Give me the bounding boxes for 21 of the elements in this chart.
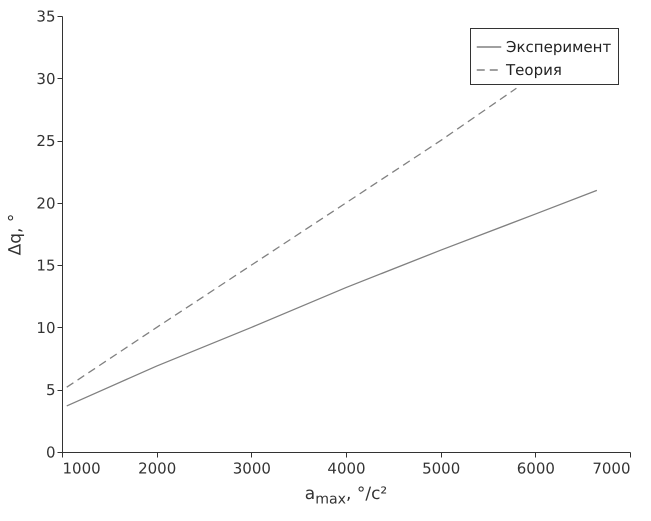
x-axis-title: a$_{max}$, °/c² bbox=[304, 484, 388, 508]
x-tick-label: 5000 bbox=[422, 460, 460, 478]
y-tick-label: 15 bbox=[36, 256, 56, 275]
line-series bbox=[66, 88, 518, 388]
legend-label: Эксперимент bbox=[506, 38, 612, 56]
y-axis-title: Δq, ° bbox=[5, 214, 26, 256]
y-tick-label: 10 bbox=[36, 318, 56, 337]
y-tick-label: 30 bbox=[36, 70, 56, 88]
line-series bbox=[66, 190, 598, 407]
x-tick-label: 3000 bbox=[232, 460, 271, 478]
x-tick-label: 4000 bbox=[327, 460, 366, 478]
x-tick-label: 6000 bbox=[516, 460, 555, 478]
x-tick-label: 1000 bbox=[62, 460, 101, 478]
y-tick-label: 20 bbox=[36, 194, 56, 212]
y-tick-label: 35 bbox=[36, 8, 56, 26]
x-tick-label: 2000 bbox=[138, 460, 176, 478]
y-tick-label: 0 bbox=[46, 444, 56, 462]
y-tick-label: 25 bbox=[36, 132, 56, 150]
legend-label: Теория bbox=[505, 61, 562, 79]
x-tick-label: 7000 bbox=[592, 460, 630, 478]
y-tick-label: 5 bbox=[46, 381, 56, 400]
